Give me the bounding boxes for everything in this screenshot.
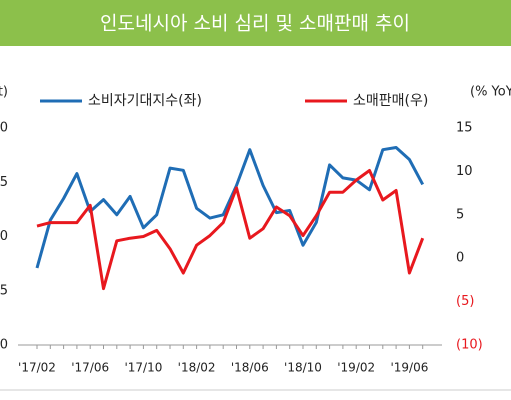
y-axis-label: (pt): [0, 85, 8, 100]
title-bar: [0, 0, 511, 46]
y-tick-label: 120: [0, 229, 8, 244]
x-tick-label: '19/02: [337, 361, 375, 375]
x-tick-label: '17/02: [18, 361, 56, 375]
y-tick-label: 130: [0, 121, 8, 136]
chart-title: 인도네시아 소비 심리 및 소매판매 추이: [100, 13, 410, 35]
legend-label: 소비자기대지수(좌): [88, 93, 202, 109]
series-line: [36, 169, 425, 291]
y-tick-label: 115: [0, 283, 8, 298]
y2-tick-label: 15: [456, 121, 473, 136]
x-tick-label: '19/06: [390, 361, 428, 375]
y2-tick-label: (10): [456, 338, 483, 353]
x-tick-label: '18/02: [178, 361, 216, 375]
y-tick-label: 110: [0, 338, 8, 353]
y2-tick-label: 0: [456, 251, 464, 266]
x-tick-label: '17/10: [124, 361, 162, 375]
legend-label: 소매판매(우): [353, 93, 428, 109]
x-tick-label: '18/06: [231, 361, 269, 375]
y2-tick-label: (5): [456, 294, 474, 309]
y2-tick-label: 10: [456, 164, 473, 179]
x-tick-label: '17/06: [71, 361, 109, 375]
series-line: [35, 146, 425, 269]
x-tick-label: '18/10: [284, 361, 322, 375]
y2-axis-label: (% YoY): [470, 85, 511, 100]
y-tick-label: 125: [0, 175, 8, 190]
y2-tick-label: 5: [456, 207, 464, 222]
